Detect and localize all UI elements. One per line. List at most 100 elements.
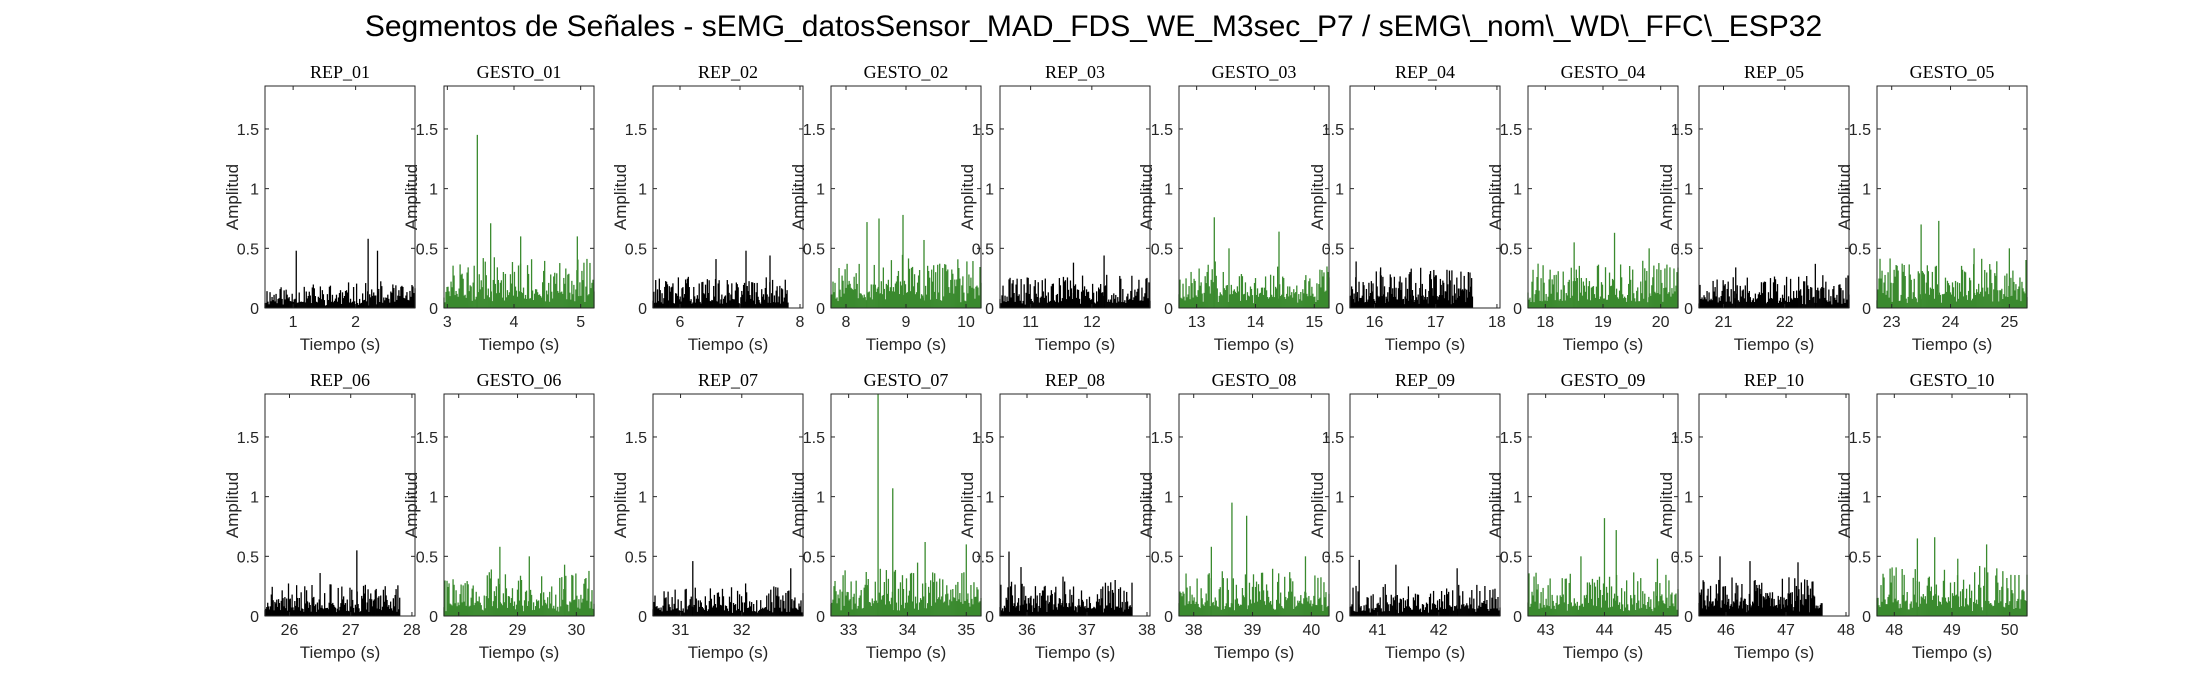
x-tick-label: 35 (957, 622, 975, 639)
x-axis-label: Tiempo (s) (1734, 643, 1815, 662)
y-tick-label: 0 (816, 301, 825, 318)
y-tick-label: 1.5 (1671, 430, 1693, 447)
x-axis-label: Tiempo (s) (1385, 335, 1466, 354)
y-axis-label: Amplitud (223, 472, 242, 538)
y-tick-label: 0.5 (1671, 241, 1693, 258)
y-tick-label: 1 (1335, 182, 1344, 199)
x-tick-label: 23 (1883, 314, 1901, 331)
y-tick-label: 0 (638, 301, 647, 318)
signal-series (1178, 217, 1330, 308)
subplot-title: REP_05 (1744, 62, 1804, 82)
subplot-gesto-03: 0 0.5 1 1.5 13 14 15 GESTO_03 Tiempo (s) Amplitud (1137, 62, 1330, 354)
signal-series (1527, 232, 1679, 308)
axes-box (652, 85, 804, 309)
y-axis-label: Amplitud (1486, 164, 1505, 230)
x-tick-label: 28 (403, 622, 421, 639)
y-tick-label: 0.5 (1322, 549, 1344, 566)
y-tick-label: 0 (985, 301, 994, 318)
subplot-rep-02: 0 0.5 1 1.5 6 7 8 REP_02 Tiempo (s) Amplitud (611, 62, 805, 354)
y-tick-label: 1 (250, 490, 259, 507)
y-tick-label: 0.5 (1500, 241, 1522, 258)
subplot-title: GESTO_10 (1910, 370, 1995, 390)
y-tick-label: 0 (250, 609, 259, 626)
y-tick-label: 0 (1335, 301, 1344, 318)
signal-series (443, 546, 595, 616)
x-tick-label: 14 (1247, 314, 1265, 331)
x-tick-label: 26 (281, 622, 299, 639)
axes-box (1698, 85, 1850, 309)
signal-series (652, 561, 804, 616)
y-tick-label: 1 (638, 182, 647, 199)
subplot-rep-10: 0 0.5 1 1.5 46 47 48 REP_10 Tiempo (s) Amplitud (1657, 370, 1855, 662)
x-axis-label: Tiempo (s) (1734, 335, 1815, 354)
axes-box (443, 85, 595, 309)
signal-series (999, 551, 1133, 616)
axes-box (1876, 85, 2028, 309)
y-tick-label: 0.5 (803, 241, 825, 258)
y-tick-label: 1 (1684, 490, 1693, 507)
signal-series (830, 214, 982, 308)
x-tick-label: 8 (796, 314, 805, 331)
subplot-title: GESTO_07 (864, 370, 949, 390)
y-tick-label: 0.5 (625, 549, 647, 566)
x-tick-label: 5 (576, 314, 585, 331)
x-axis-label: Tiempo (s) (688, 643, 769, 662)
x-tick-label: 2 (351, 314, 360, 331)
x-tick-label: 24 (1942, 314, 1960, 331)
subplot-rep-03: 0 0.5 1 1.5 11 12 REP_03 Tiempo (s) Amplitud (958, 62, 1151, 354)
x-tick-label: 48 (1837, 622, 1855, 639)
x-tick-label: 16 (1366, 314, 1384, 331)
y-tick-label: 1.5 (972, 430, 994, 447)
subplot-title: GESTO_08 (1212, 370, 1297, 390)
y-tick-label: 1 (816, 490, 825, 507)
y-tick-label: 1 (429, 490, 438, 507)
subplot-title: GESTO_01 (477, 62, 562, 82)
x-axis-label: Tiempo (s) (688, 335, 769, 354)
subplot-gesto-02: 0 0.5 1 1.5 8 9 10 GESTO_02 Tiempo (s) Amplitud (789, 62, 982, 354)
subplot-gesto-04: 0 0.5 1 1.5 18 19 20 GESTO_04 Tiempo (s) Amplitud (1486, 62, 1679, 354)
subplot-rep-06: 0 0.5 1 1.5 26 27 28 REP_06 Tiempo (s) Amplitud (223, 370, 421, 662)
x-tick-label: 36 (1018, 622, 1036, 639)
x-tick-label: 39 (1244, 622, 1262, 639)
signal-series (264, 550, 401, 616)
axes-box (1349, 85, 1501, 309)
y-tick-label: 0 (1862, 609, 1871, 626)
y-tick-label: 0.5 (972, 241, 994, 258)
x-tick-label: 32 (733, 622, 751, 639)
axes-box (1527, 393, 1679, 617)
y-tick-label: 1.5 (972, 122, 994, 139)
x-axis-label: Tiempo (s) (866, 643, 947, 662)
subplot-title: GESTO_04 (1561, 62, 1646, 82)
y-tick-label: 1.5 (625, 122, 647, 139)
y-axis-label: Amplitud (958, 472, 977, 538)
x-axis-label: Tiempo (s) (1912, 335, 1993, 354)
subplot-gesto-05: 0 0.5 1 1.5 23 24 25 GESTO_05 Tiempo (s) Amplitud (1835, 62, 2028, 354)
x-tick-label: 21 (1715, 314, 1733, 331)
signal-series (443, 134, 595, 308)
y-tick-label: 1 (1164, 182, 1173, 199)
y-tick-label: 0.5 (972, 549, 994, 566)
axes-box (999, 393, 1151, 617)
subplot-title: REP_09 (1395, 370, 1455, 390)
axes-box (1698, 393, 1850, 617)
x-tick-label: 28 (450, 622, 468, 639)
x-tick-label: 18 (1488, 314, 1506, 331)
y-tick-label: 1 (985, 490, 994, 507)
axes-box (264, 393, 416, 617)
x-axis-label: Tiempo (s) (866, 335, 947, 354)
x-tick-label: 13 (1188, 314, 1206, 331)
x-tick-label: 47 (1777, 622, 1795, 639)
x-tick-label: 4 (510, 314, 519, 331)
y-tick-label: 1.5 (416, 430, 438, 447)
x-tick-label: 1 (289, 314, 298, 331)
x-axis-label: Tiempo (s) (1385, 643, 1466, 662)
subplot-gesto-08: 0 0.5 1 1.5 38 39 40 GESTO_08 Tiempo (s) Amplitud (1137, 370, 1330, 662)
y-tick-label: 0.5 (416, 549, 438, 566)
subplot-title: GESTO_05 (1910, 62, 1995, 82)
subplot-gesto-01: 0 0.5 1 1.5 3 4 5 GESTO_01 Tiempo (s) Amplitud (402, 62, 595, 354)
y-axis-label: Amplitud (1137, 472, 1156, 538)
y-tick-label: 0 (1684, 301, 1693, 318)
y-tick-label: 1.5 (1322, 122, 1344, 139)
x-tick-label: 22 (1776, 314, 1794, 331)
